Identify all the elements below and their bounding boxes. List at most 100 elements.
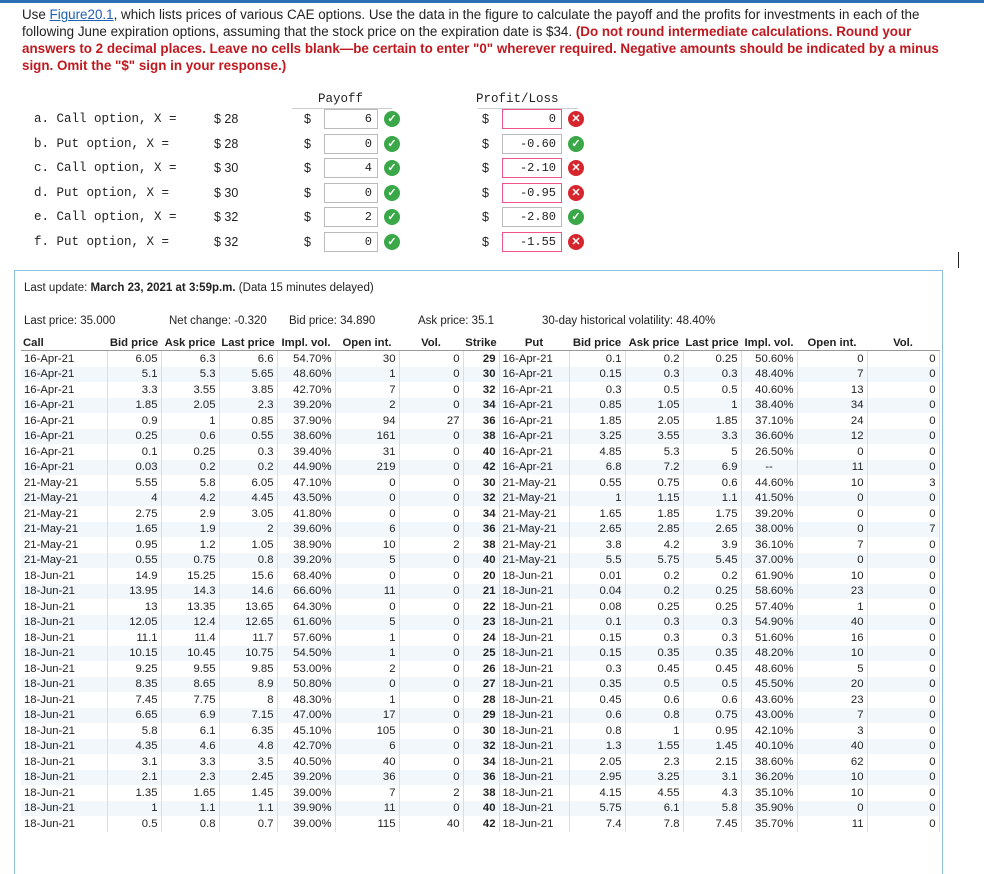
table-cell: 0.6 xyxy=(683,692,742,708)
table-cell: 38 xyxy=(463,785,500,801)
table-cell: 0.15 xyxy=(569,366,626,382)
table-cell: 1.1 xyxy=(683,490,742,506)
table-cell: 57.40% xyxy=(741,599,798,615)
table-cell: 18-Jun-21 xyxy=(499,692,570,708)
payoff-input[interactable]: 2 xyxy=(324,207,378,227)
column-header: Strike xyxy=(463,335,499,351)
table-cell: 0.3 xyxy=(683,366,742,382)
profit-currency: $ xyxy=(482,112,489,126)
table-cell: 38 xyxy=(463,537,500,553)
option-label: c. Call option, X = xyxy=(34,161,177,175)
table-cell: 43.60% xyxy=(741,692,798,708)
answer-row: a. Call option, X = $ 28 $6 ✓ $0 ✕ xyxy=(34,108,594,132)
table-cell: 0.75 xyxy=(683,707,742,723)
table-cell: 18-Jun-21 xyxy=(499,723,570,739)
table-cell: 44.60% xyxy=(741,475,798,491)
table-cell: 10 xyxy=(797,769,868,785)
table-cell: 0 xyxy=(399,645,464,661)
table-cell: 10 xyxy=(797,568,868,584)
table-cell: 36 xyxy=(463,413,500,429)
table-cell: 0 xyxy=(867,816,940,832)
table-cell: 1.05 xyxy=(219,537,278,553)
table-cell: 39.00% xyxy=(277,816,336,832)
table-cell: 0 xyxy=(399,661,464,677)
table-cell: 21-May-21 xyxy=(21,537,108,553)
profit-input[interactable]: -1.55 xyxy=(502,231,562,252)
option-label: f. Put option, X = xyxy=(34,234,170,249)
payoff-input[interactable]: 6 xyxy=(324,109,378,129)
table-cell: 16-Apr-21 xyxy=(499,366,570,382)
table-cell: 2.3 xyxy=(625,754,684,770)
table-cell: 39.20% xyxy=(277,552,336,568)
option-row: 21-May-21 0.95 1.2 1.05 38.90% 10 2 38 21-May-21… xyxy=(21,537,940,553)
table-cell: 16-Apr-21 xyxy=(499,382,570,398)
table-cell: 7 xyxy=(797,707,868,723)
column-header: Call xyxy=(21,335,107,351)
table-cell: 0 xyxy=(867,723,940,739)
table-cell: 3.25 xyxy=(569,428,626,444)
table-cell: 0 xyxy=(399,475,464,491)
table-cell: 0.55 xyxy=(107,552,162,568)
table-cell: 1.35 xyxy=(107,785,162,801)
table-cell: 40 xyxy=(335,754,400,770)
profit-input[interactable]: -0.95 xyxy=(502,182,562,203)
figure-link[interactable]: Figure20.1 xyxy=(49,7,114,22)
table-cell: 16-Apr-21 xyxy=(499,350,570,367)
payoff-input[interactable]: 0 xyxy=(324,182,378,203)
table-cell: 11 xyxy=(335,583,400,599)
table-cell: 0 xyxy=(867,645,940,661)
option-row: 21-May-21 2.75 2.9 3.05 41.80% 0 0 34 21-May-21 1… xyxy=(21,506,940,522)
table-cell: 18-Jun-21 xyxy=(499,707,570,723)
table-cell: 0 xyxy=(399,350,464,367)
table-cell: 54.90% xyxy=(741,614,798,630)
option-row: 18-Jun-21 11.1 11.4 11.7 57.60% 1 0 24 18-Jun-21… xyxy=(21,630,940,646)
table-cell: 14.6 xyxy=(219,583,278,599)
option-row: 16-Apr-21 0.03 0.2 0.2 44.90% 219 0 42 16-Apr-21… xyxy=(21,459,940,475)
table-cell: 18-Jun-21 xyxy=(499,630,570,646)
profit-input[interactable]: -2.80 xyxy=(502,207,562,227)
table-cell: 21-May-21 xyxy=(21,552,108,568)
table-cell: 26 xyxy=(463,661,500,677)
table-cell: 41.80% xyxy=(277,506,336,522)
strike-value: $ 30 xyxy=(214,161,239,175)
table-cell: 2.05 xyxy=(569,754,626,770)
table-cell: 7.15 xyxy=(219,707,278,723)
check-icon: ✓ xyxy=(384,135,400,152)
payoff-input[interactable]: 0 xyxy=(324,231,378,252)
table-cell: 0 xyxy=(867,583,940,599)
table-cell: 0 xyxy=(797,506,868,522)
table-cell: 0 xyxy=(867,738,940,754)
payoff-input[interactable]: 0 xyxy=(324,133,378,154)
profit-input[interactable]: 0 xyxy=(502,109,562,129)
table-cell: 10.45 xyxy=(161,645,220,661)
table-cell: 1.55 xyxy=(625,738,684,754)
table-cell: 40 xyxy=(463,800,500,816)
table-cell: 44.90% xyxy=(277,459,336,475)
table-cell: 38 xyxy=(463,428,500,444)
table-cell: 11.1 xyxy=(107,630,162,646)
payoff-currency: $ xyxy=(304,234,311,249)
option-row: 18-Jun-21 3.1 3.3 3.5 40.50% 40 0 34 18-Jun-21 2.… xyxy=(21,754,940,770)
profit-input[interactable]: -2.10 xyxy=(502,158,562,178)
table-cell: 12.05 xyxy=(107,614,162,630)
table-cell: 40 xyxy=(463,444,500,460)
column-header: Last price xyxy=(219,335,277,351)
table-cell: 0.25 xyxy=(683,599,742,615)
profit-input[interactable]: -0.60 xyxy=(502,133,562,154)
table-cell: 16-Apr-21 xyxy=(21,459,108,475)
option-row: 18-Jun-21 12.05 12.4 12.65 61.60% 5 0 23 18-Jun-… xyxy=(21,614,940,630)
table-cell: 0 xyxy=(797,444,868,460)
option-row: 18-Jun-21 4.35 4.6 4.8 42.70% 6 0 32 18-Jun-21 1.… xyxy=(21,738,940,754)
table-cell: 1.05 xyxy=(625,397,684,413)
table-cell: 0 xyxy=(867,552,940,568)
payoff-input[interactable]: 4 xyxy=(324,158,378,178)
table-cell: 18-Jun-21 xyxy=(21,754,108,770)
table-cell: 35.70% xyxy=(741,816,798,832)
table-cell: 25 xyxy=(463,645,500,661)
x-icon: ✕ xyxy=(568,160,584,176)
table-cell: 0 xyxy=(797,800,868,816)
table-cell: 18-Jun-21 xyxy=(21,723,108,739)
table-cell: 39.60% xyxy=(277,521,336,537)
table-cell: 0.01 xyxy=(569,568,626,584)
table-cell: 1 xyxy=(569,490,626,506)
